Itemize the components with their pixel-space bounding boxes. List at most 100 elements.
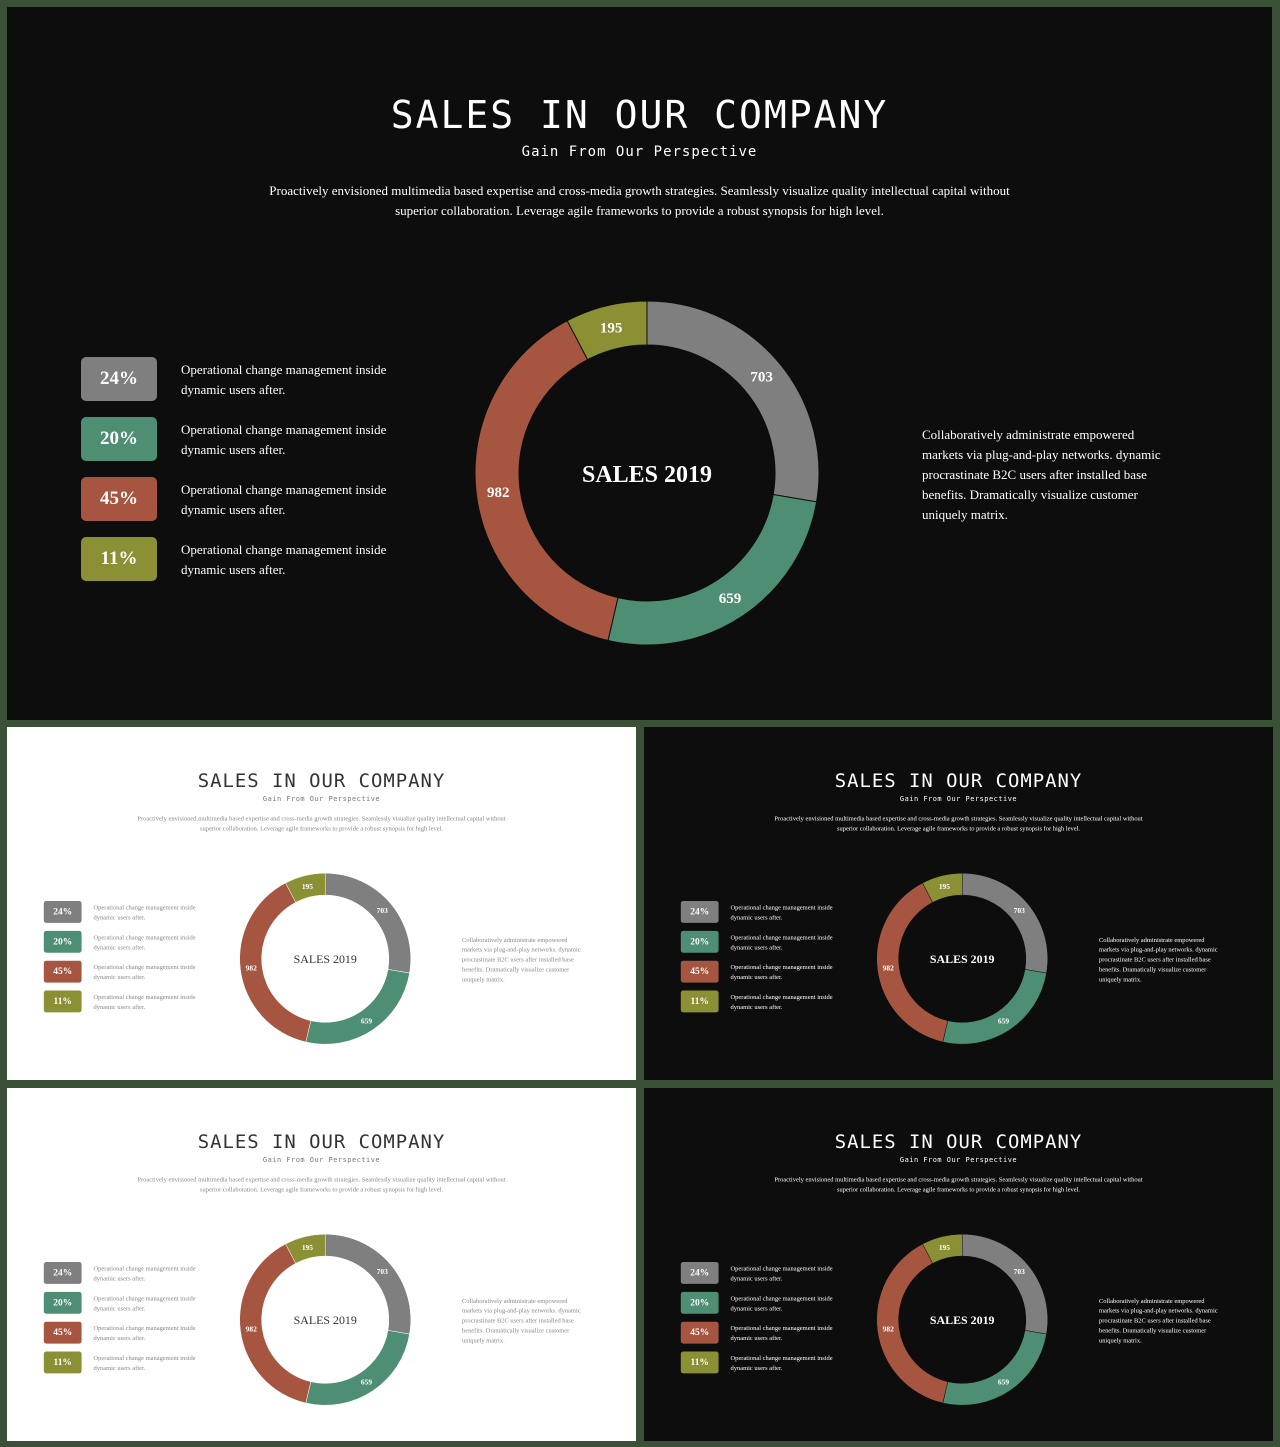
- donut-center-label: SALES 2019: [930, 952, 995, 966]
- donut-data-label: 703: [377, 906, 388, 915]
- legend-text: Operational change management inside dyn…: [93, 1324, 196, 1342]
- donut-data-label: 195: [302, 882, 313, 891]
- donut-data-label: 703: [1014, 1267, 1025, 1276]
- donut-data-label: 703: [750, 369, 773, 385]
- slide-description: Proactively envisioned multimedia based …: [137, 1175, 506, 1193]
- legend-item: 20% Operational change management inside…: [43, 1291, 208, 1314]
- legend-badge: 11%: [680, 990, 719, 1013]
- legend-item: 45% Operational change management inside…: [81, 477, 411, 521]
- donut-slice: [566, 300, 648, 361]
- donut-data-label: 982: [246, 964, 257, 973]
- donut-data-label: 659: [361, 1016, 372, 1025]
- legend-badge: 24%: [680, 901, 719, 923]
- donut-data-label: 659: [361, 1377, 372, 1386]
- legend-badge: 45%: [43, 960, 82, 983]
- legend-item: 11% Operational change management inside…: [43, 1351, 208, 1374]
- side-text: Collaboratively administrate empowered m…: [461, 935, 581, 984]
- legend-item: 24% Operational change management inside…: [43, 901, 208, 923]
- slide-title: SALES IN OUR COMPANY: [834, 769, 1083, 792]
- legend-text: Operational change management inside dyn…: [93, 1264, 196, 1282]
- donut-data-label: 982: [883, 1325, 894, 1334]
- donut-slice: [607, 493, 818, 646]
- legend-badge: 24%: [43, 1262, 82, 1284]
- donut-data-label: 659: [719, 591, 742, 607]
- legend-item: 11% Operational change management inside…: [680, 1351, 845, 1374]
- legend-item: 11% Operational change management inside…: [43, 990, 208, 1013]
- legend-badge: 20%: [43, 930, 82, 953]
- legend-text: Operational change management inside dyn…: [93, 903, 196, 921]
- legend-text: Operational change management inside dyn…: [730, 903, 833, 921]
- legend-text: Operational change management inside dyn…: [730, 1354, 833, 1372]
- donut-chart: 703 659 982 195 SALES 2019: [239, 872, 412, 1045]
- legend-badge: 11%: [81, 537, 157, 581]
- legend-item: 45% Operational change management inside…: [680, 1321, 845, 1344]
- legend-badge: 24%: [43, 901, 82, 923]
- slide-description: Proactively envisioned multimedia based …: [269, 183, 1010, 218]
- legend-text: Operational change management inside dyn…: [730, 963, 833, 981]
- legend-item: 20% Operational change management inside…: [43, 930, 208, 953]
- donut-chart: 703 659 982 195 SALES 2019: [474, 300, 820, 646]
- legend-badge: 24%: [680, 1262, 719, 1284]
- side-text: Collaboratively administrate empowered m…: [922, 427, 1161, 522]
- legend-badge: 45%: [43, 1321, 82, 1344]
- legend-text: Operational change management inside dyn…: [730, 1294, 833, 1312]
- legend-badge: 11%: [680, 1351, 719, 1374]
- legend-text: Operational change management inside dyn…: [181, 422, 387, 457]
- slide-title: SALES IN OUR COMPANY: [834, 1130, 1083, 1153]
- legend-badge: 20%: [81, 417, 157, 461]
- legend-badge: 11%: [43, 1351, 82, 1374]
- donut-chart: 703 659 982 195 SALES 2019: [876, 1233, 1049, 1406]
- legend-text: Operational change management inside dyn…: [93, 1354, 196, 1372]
- legend-badge: 45%: [680, 960, 719, 983]
- slide-main: SALES IN OUR COMPANY Gain From Our Persp…: [7, 7, 1272, 720]
- donut-slice: [942, 969, 1047, 1045]
- slide-description: Proactively envisioned multimedia based …: [137, 814, 506, 832]
- donut-data-label: 982: [883, 964, 894, 973]
- slide-description: Proactively envisioned multimedia based …: [774, 1175, 1143, 1193]
- donut-data-label: 195: [939, 882, 950, 891]
- legend-badge: 20%: [43, 1291, 82, 1314]
- legend-item: 20% Operational change management inside…: [680, 1291, 845, 1314]
- slide-title: SALES IN OUR COMPANY: [197, 769, 446, 792]
- donut-center-label: SALES 2019: [294, 1313, 357, 1327]
- legend-item: 20% Operational change management inside…: [680, 930, 845, 953]
- legend-text: Operational change management inside dyn…: [181, 362, 387, 397]
- donut-center-label: SALES 2019: [930, 1313, 995, 1327]
- legend-badge: 11%: [43, 990, 82, 1013]
- legend-text: Operational change management inside dyn…: [93, 963, 196, 981]
- donut-data-label: 195: [302, 1243, 313, 1252]
- legend-item: 24% Operational change management inside…: [680, 1262, 845, 1284]
- donut-data-label: 195: [939, 1243, 950, 1252]
- donut-center-label: SALES 2019: [582, 462, 712, 488]
- legend-text: Operational change management inside dyn…: [181, 482, 387, 517]
- legend-text: Operational change management inside dyn…: [730, 1264, 833, 1282]
- slide-thumb-dark-2[interactable]: SALES IN OUR COMPANY Gain From Our Persp…: [644, 1088, 1273, 1441]
- legend-item: 11% Operational change management inside…: [680, 990, 845, 1013]
- donut-center-label: SALES 2019: [294, 952, 357, 966]
- slide-thumb-light-2[interactable]: SALES IN OUR COMPANY Gain From Our Persp…: [7, 1088, 636, 1441]
- slide-thumb-dark-1[interactable]: SALES IN OUR COMPANY Gain From Our Persp…: [644, 727, 1273, 1080]
- legend-text: Operational change management inside dyn…: [181, 542, 387, 577]
- legend-badge: 24%: [81, 357, 157, 401]
- donut-slice: [285, 1233, 326, 1264]
- legend-text: Operational change management inside dyn…: [730, 993, 833, 1011]
- legend-text: Operational change management inside dyn…: [93, 933, 196, 951]
- donut-chart: 703 659 982 195 SALES 2019: [876, 872, 1049, 1045]
- slide-title: SALES IN OUR COMPANY: [197, 1130, 446, 1153]
- donut-chart: 703 659 982 195 SALES 2019: [239, 1233, 412, 1406]
- legend-item: 45% Operational change management inside…: [43, 1321, 208, 1344]
- legend-badge: 20%: [680, 1291, 719, 1314]
- legend-item: 24% Operational change management inside…: [43, 1262, 208, 1284]
- donut-slice: [285, 872, 326, 903]
- donut-data-label: 195: [600, 320, 623, 336]
- legend-item: 45% Operational change management inside…: [43, 960, 208, 983]
- donut-data-label: 703: [1014, 906, 1025, 915]
- legend-text: Operational change management inside dyn…: [93, 993, 196, 1011]
- slide-description: Proactively envisioned multimedia based …: [774, 814, 1143, 832]
- slide-subtitle: Gain From Our Perspective: [899, 1156, 1018, 1165]
- donut-data-label: 659: [998, 1377, 1009, 1386]
- donut-data-label: 703: [377, 1267, 388, 1276]
- slide-thumb-light-1[interactable]: SALES IN OUR COMPANY Gain From Our Persp…: [7, 727, 636, 1080]
- slide-subtitle: Gain From Our Perspective: [899, 795, 1018, 804]
- legend-badge: 20%: [680, 930, 719, 953]
